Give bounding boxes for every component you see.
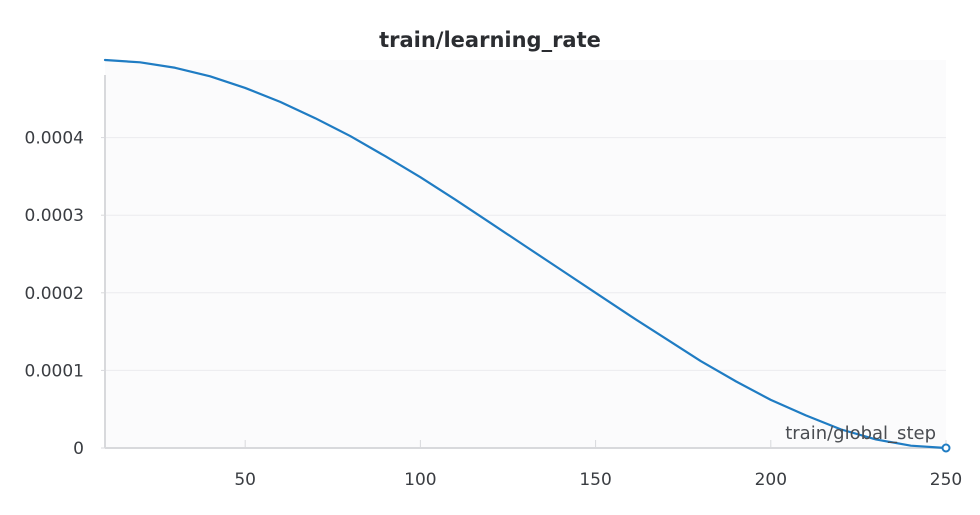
- x-tick-label: 100: [404, 470, 436, 490]
- series-end-point: [941, 443, 951, 453]
- y-tick-label: 0.0001: [25, 361, 84, 381]
- y-tick-label: 0: [73, 439, 84, 459]
- chart-title: train/learning_rate: [379, 28, 601, 52]
- y-tick-label: 0.0004: [25, 129, 84, 149]
- x-tick-label: 200: [755, 470, 787, 490]
- x-tick-label: 250: [930, 470, 962, 490]
- y-tick-label: 0.0003: [25, 206, 84, 226]
- plot-background: [105, 60, 946, 448]
- x-axis-title: train/global_step: [785, 423, 936, 444]
- x-tick-label: 50: [234, 470, 256, 490]
- series-line: [103, 58, 948, 450]
- x-tick-label: 150: [579, 470, 611, 490]
- y-tick-label: 0.0002: [25, 284, 84, 304]
